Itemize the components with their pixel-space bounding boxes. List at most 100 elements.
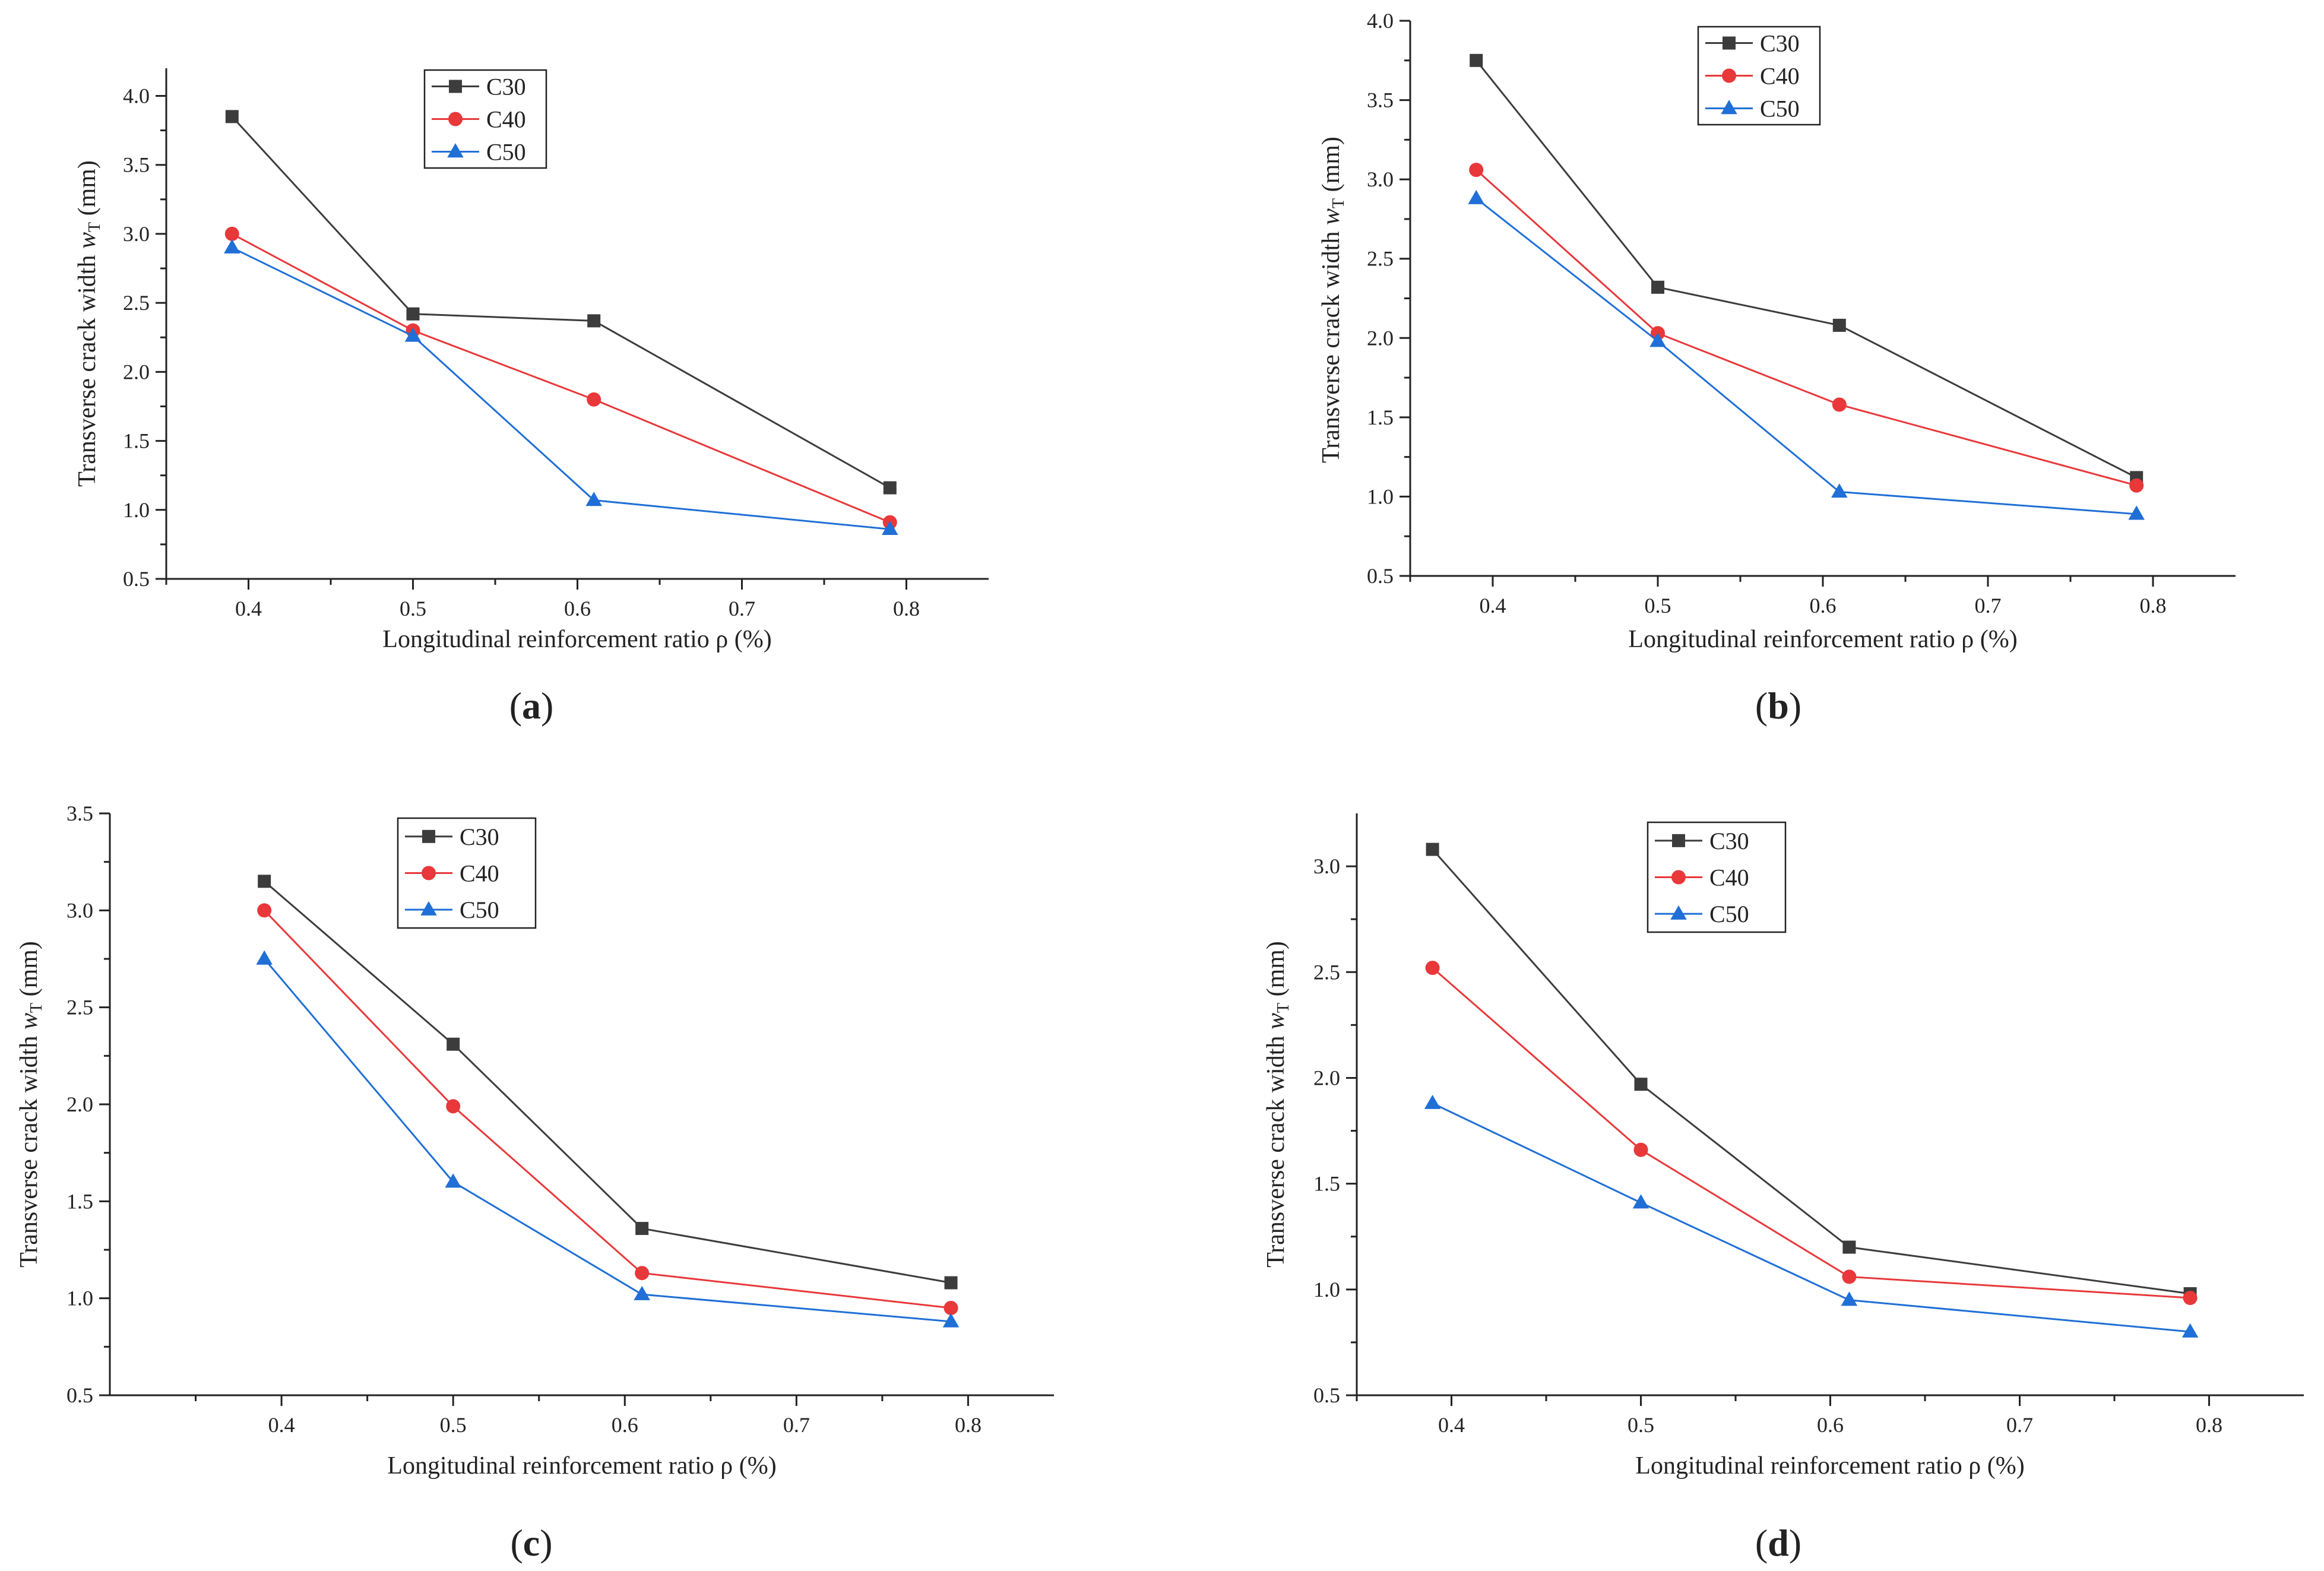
y-tick-label: 2.0 bbox=[1367, 326, 1394, 350]
chart-panel-d: 0.4 0.5 0.6 0.7 0.8 0.5 1.0 1.5 2.0 2.5 3.0 Longitu… bbox=[1262, 813, 2304, 1564]
y-tick-label: 3.0 bbox=[67, 898, 93, 922]
data-point-c30 bbox=[225, 110, 239, 123]
panel-label: (a) bbox=[509, 685, 554, 727]
panel-label: (d) bbox=[1755, 1522, 1801, 1564]
x-axis-title: Longitudinal reinforcement ratio ρ (%) bbox=[1628, 626, 2017, 653]
x-tick-label: 0.6 bbox=[612, 1413, 638, 1437]
y-tick-label: 1.5 bbox=[67, 1189, 93, 1213]
y-tick-label: 2.5 bbox=[1367, 247, 1394, 271]
series-line-c30 bbox=[1476, 59, 2137, 479]
data-point-c40 bbox=[257, 903, 272, 918]
legend-marker-c30 bbox=[1672, 834, 1685, 847]
x-tick-label: 0.5 bbox=[1645, 594, 1671, 617]
data-point-c40 bbox=[635, 1266, 650, 1281]
legend-marker-c30 bbox=[422, 829, 435, 843]
data-point-c30 bbox=[1426, 842, 1439, 856]
data-point-c50 bbox=[1649, 332, 1666, 347]
x-tick-label: 0.4 bbox=[268, 1413, 295, 1437]
chart-panel-a: 0.4 0.5 0.6 0.7 0.8 0.5 1.0 1.5 2.0 2.5 3.0 3.5 4.0 L… bbox=[74, 68, 989, 727]
y-tick-label: 1.0 bbox=[1367, 484, 1394, 508]
data-point-c40 bbox=[1842, 1269, 1857, 1284]
y-tick-label: 2.0 bbox=[123, 360, 150, 384]
data-point-c40 bbox=[1425, 961, 1440, 975]
y-tick-label: 3.0 bbox=[123, 222, 150, 246]
data-point-c30 bbox=[406, 307, 420, 321]
data-point-c30 bbox=[883, 481, 897, 495]
data-point-c50 bbox=[404, 327, 422, 342]
y-axis-title: Transverse crack width wT (mm) bbox=[1318, 137, 1348, 463]
data-point-c30 bbox=[1832, 318, 1846, 332]
series-line-c30 bbox=[1432, 848, 2190, 1295]
y-tick-label: 4.0 bbox=[123, 84, 150, 107]
panel-label: (b) bbox=[1755, 685, 1801, 727]
data-point-c40 bbox=[446, 1099, 461, 1114]
legend: C30 C40 C50 bbox=[1697, 26, 1821, 126]
y-tick-label: 2.5 bbox=[67, 996, 93, 1019]
x-tick-label: 0.5 bbox=[400, 597, 426, 620]
x-axis-title: Longitudinal reinforcement ratio ρ (%) bbox=[1635, 1452, 2024, 1480]
y-axis-title: Transverse crack width wT (mm) bbox=[74, 160, 104, 487]
x-axis-title: Longitudinal reinforcement ratio ρ (%) bbox=[382, 626, 771, 653]
y-tick-label: 3.5 bbox=[67, 802, 93, 825]
data-point-c30 bbox=[1842, 1240, 1856, 1254]
legend-marker-c30 bbox=[1723, 36, 1736, 50]
x-tick-label: 0.8 bbox=[893, 597, 920, 620]
data-point-c50 bbox=[2181, 1323, 2199, 1338]
legend-marker-c50 bbox=[447, 143, 464, 158]
series-line-c50 bbox=[232, 246, 890, 530]
y-tick-label: 2.5 bbox=[1313, 960, 1340, 984]
data-point-c40 bbox=[1469, 163, 1484, 178]
chart-panel-c: 0.4 0.5 0.6 0.7 0.8 0.5 1.0 1.5 2.0 2.5 3.0 3.5 Long… bbox=[15, 802, 1054, 1564]
y-tick-label: 0.5 bbox=[67, 1383, 93, 1407]
y-tick-label: 0.5 bbox=[123, 567, 150, 591]
chart-panel-b: 0.4 0.5 0.6 0.7 0.8 0.5 1.0 1.5 2.0 2.5 3.0 3.5 4.0 L… bbox=[1318, 9, 2236, 727]
data-point-c50 bbox=[1841, 1291, 1858, 1306]
legend-label-c50: C50 bbox=[1760, 96, 1800, 122]
x-axis-title: Longitudinal reinforcement ratio ρ (%) bbox=[387, 1452, 776, 1480]
x-tick-label: 0.7 bbox=[729, 597, 755, 620]
legend: C30 C40 C50 bbox=[1647, 821, 1787, 933]
data-point-c30 bbox=[635, 1222, 649, 1236]
data-point-c30 bbox=[1634, 1078, 1648, 1091]
data-point-c30 bbox=[447, 1037, 460, 1051]
y-tick-label: 4.0 bbox=[1367, 9, 1394, 33]
data-point-c50 bbox=[634, 1285, 650, 1300]
y-tick-label: 3.0 bbox=[1367, 167, 1394, 191]
y-axis-title: Transverse crack width wT (mm) bbox=[1262, 941, 1293, 1268]
x-tick-label: 0.8 bbox=[955, 1413, 981, 1437]
data-point-c40 bbox=[1633, 1142, 1648, 1157]
y-tick-label: 1.0 bbox=[1313, 1278, 1340, 1301]
series-line-c40 bbox=[1432, 967, 2190, 1299]
data-point-c30 bbox=[258, 875, 271, 888]
y-tick-label: 2.5 bbox=[123, 291, 150, 315]
legend-label-c50: C50 bbox=[486, 139, 526, 166]
data-point-c40 bbox=[943, 1301, 958, 1315]
x-tick-label: 0.7 bbox=[783, 1413, 810, 1437]
legend-label-c30: C30 bbox=[1760, 30, 1800, 57]
panel-label: (c) bbox=[510, 1522, 552, 1564]
legend-label-c50: C50 bbox=[460, 897, 499, 923]
legend-marker-c40 bbox=[1671, 870, 1686, 885]
data-point-c40 bbox=[224, 226, 239, 241]
y-tick-label: 1.5 bbox=[123, 429, 150, 453]
x-tick-label: 0.4 bbox=[1480, 594, 1506, 617]
data-point-c50 bbox=[2128, 505, 2145, 520]
y-tick-label: 3.5 bbox=[123, 153, 150, 177]
x-tick-label: 0.4 bbox=[235, 597, 262, 620]
data-point-c40 bbox=[2129, 478, 2144, 493]
data-point-c50 bbox=[942, 1313, 960, 1328]
x-tick-label: 0.7 bbox=[1975, 594, 2002, 617]
x-tick-label: 0.6 bbox=[1810, 594, 1837, 617]
y-tick-label: 3.5 bbox=[1367, 88, 1394, 112]
legend-label-c30: C30 bbox=[1709, 828, 1749, 854]
series-line-c40 bbox=[232, 233, 891, 524]
y-tick-label: 1.5 bbox=[1367, 406, 1394, 429]
y-tick-label: 1.0 bbox=[67, 1287, 93, 1310]
legend-marker-c50 bbox=[420, 901, 437, 916]
legend-marker-c30 bbox=[449, 80, 462, 93]
legend-label-c40: C40 bbox=[486, 106, 526, 133]
data-point-c30 bbox=[587, 314, 601, 328]
data-point-c50 bbox=[256, 950, 273, 965]
x-tick-label: 0.7 bbox=[2006, 1413, 2033, 1437]
x-tick-label: 0.6 bbox=[564, 597, 591, 620]
